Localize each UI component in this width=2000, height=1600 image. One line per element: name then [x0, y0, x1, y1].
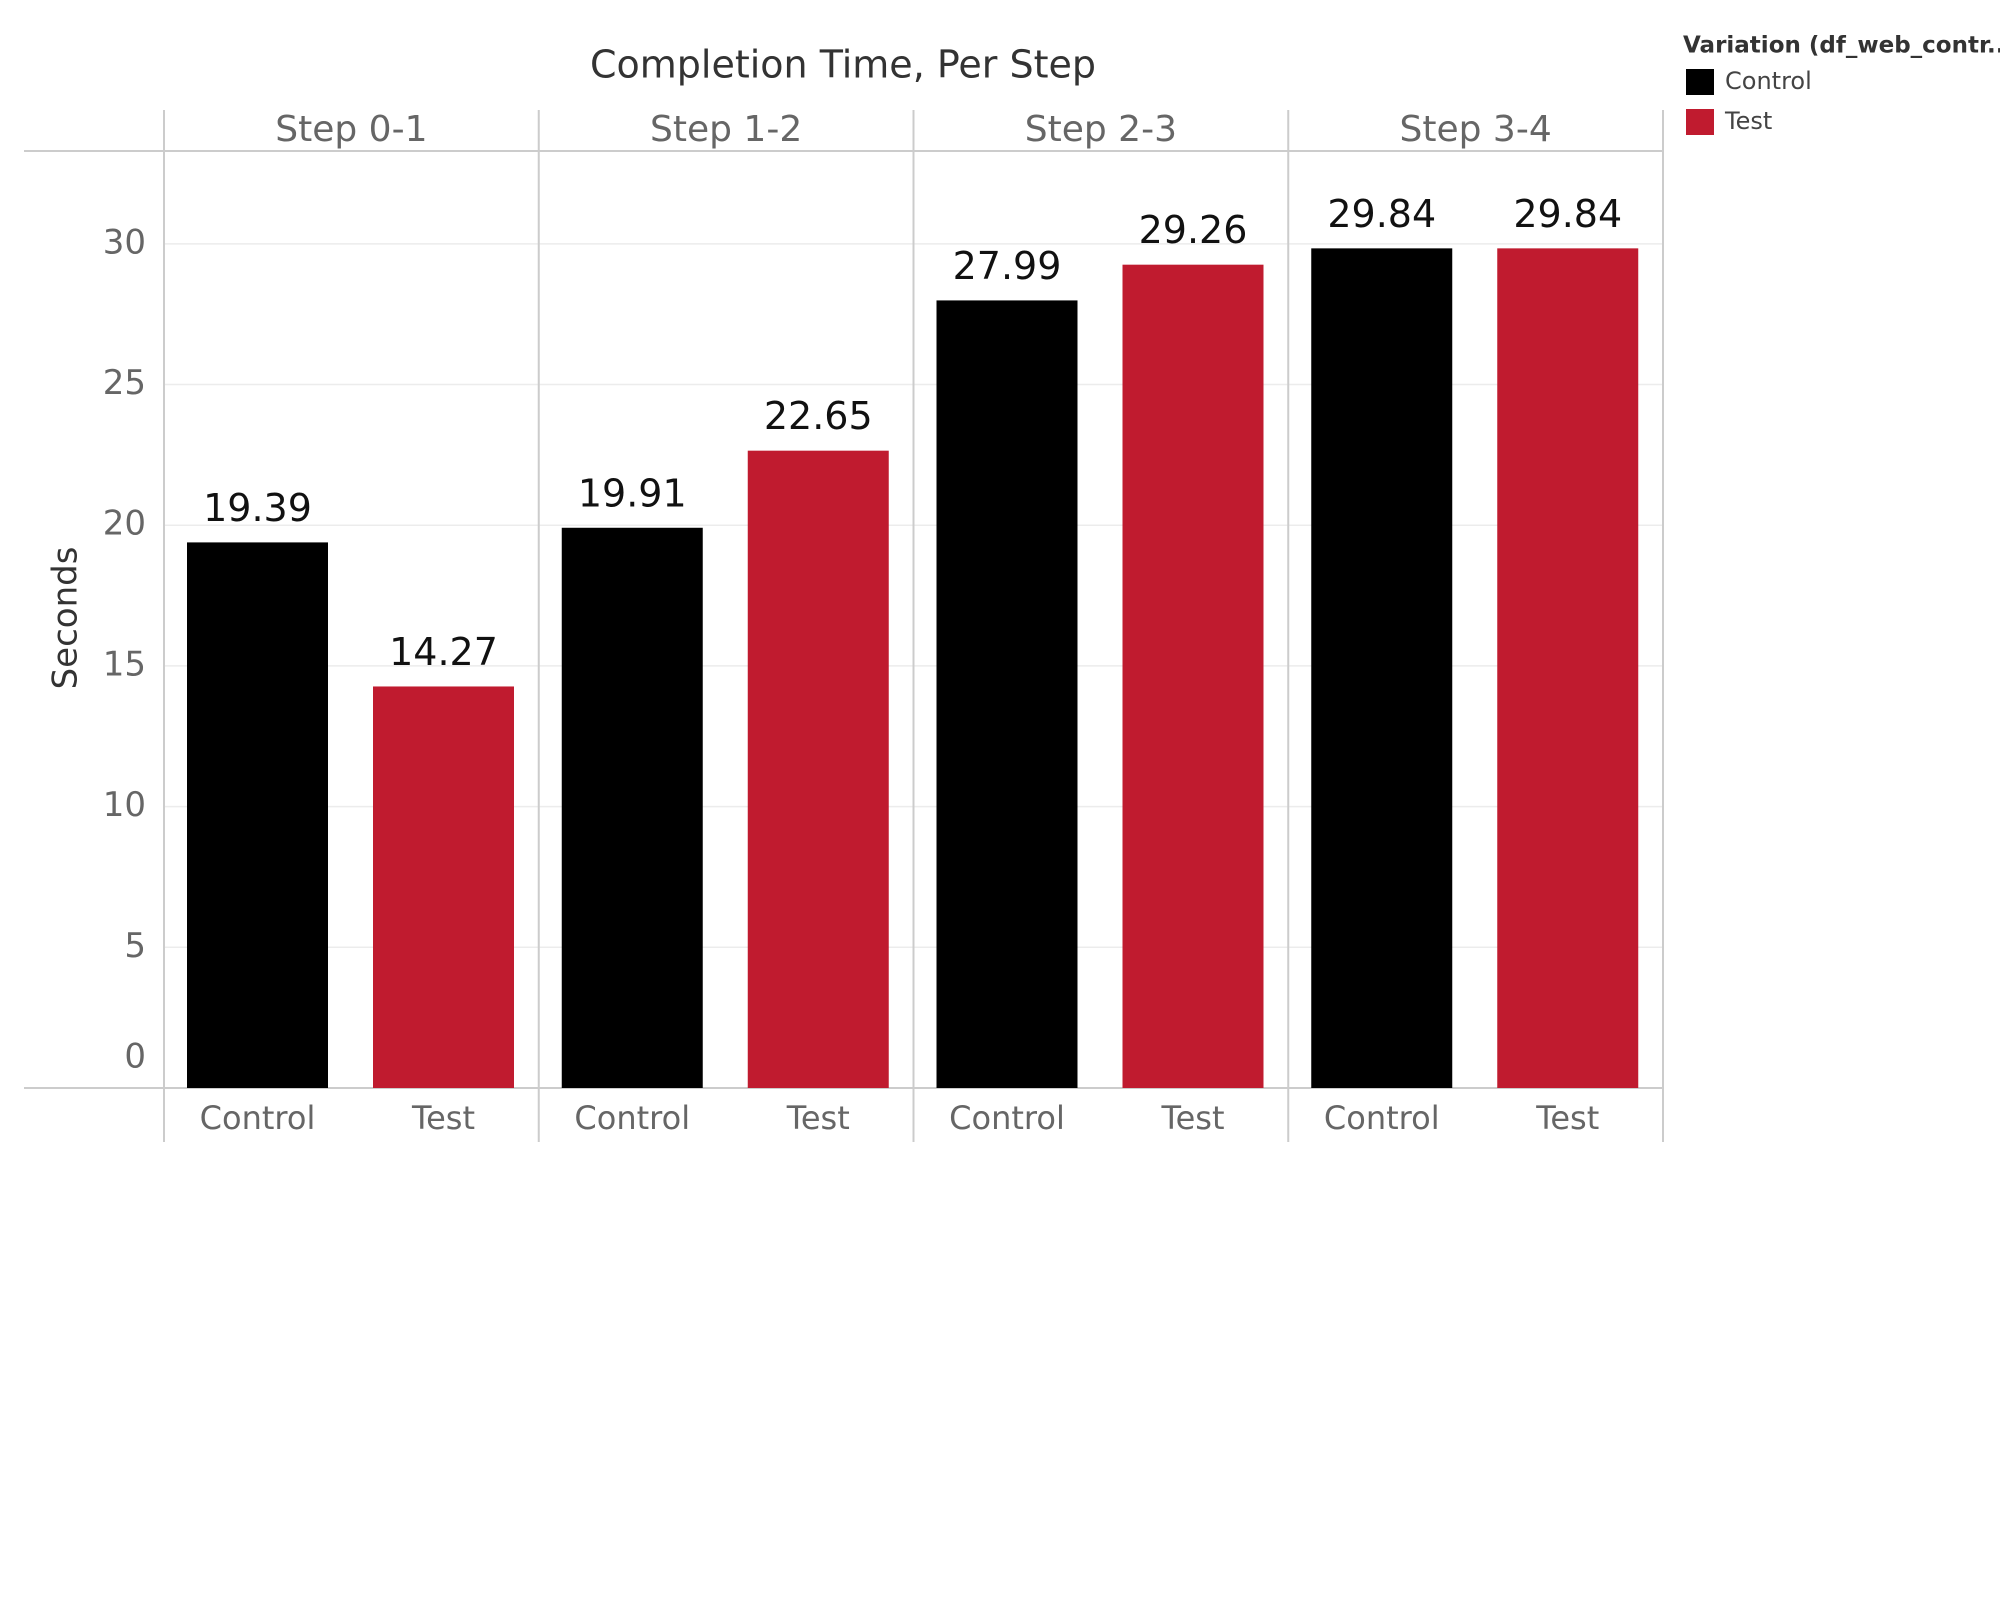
- bar: [1497, 248, 1639, 1088]
- legend-swatch: [1686, 69, 1714, 95]
- bar: [1122, 264, 1264, 1088]
- legend-label: Test: [1724, 107, 1772, 135]
- y-tick-label: 5: [124, 926, 146, 966]
- value-label: 29.84: [1327, 192, 1436, 236]
- y-tick-label: 25: [103, 363, 146, 403]
- value-label: 27.99: [953, 244, 1062, 288]
- bar: [1311, 248, 1453, 1088]
- pane-header: Step 2-3: [1025, 109, 1177, 150]
- x-tick-label: Control: [1324, 1099, 1440, 1137]
- value-label: 19.91: [578, 471, 687, 515]
- y-tick-label: 0: [124, 1037, 146, 1077]
- x-tick-label: Control: [949, 1099, 1065, 1137]
- y-axis-label: Seconds: [46, 547, 86, 690]
- bar: [936, 300, 1078, 1088]
- x-tick-label: Test: [1535, 1099, 1599, 1137]
- bar: [187, 542, 328, 1088]
- x-tick-label: Control: [574, 1099, 690, 1137]
- bar: [561, 527, 703, 1088]
- pane-header: Step 0-1: [275, 109, 427, 150]
- legend-title: Variation (df_web_contr..: [1683, 33, 2000, 59]
- legend-label: Control: [1725, 67, 1812, 95]
- pane-header: Step 1-2: [650, 109, 802, 150]
- x-tick-label: Test: [411, 1099, 475, 1137]
- value-label: 14.27: [389, 630, 498, 674]
- bar: [747, 450, 889, 1089]
- pane-header: Step 3-4: [1400, 109, 1552, 150]
- value-label: 19.39: [203, 486, 312, 530]
- y-tick-label: 10: [103, 785, 146, 825]
- legend-swatch: [1686, 109, 1714, 135]
- bar: [373, 686, 514, 1088]
- x-tick-label: Control: [200, 1099, 316, 1137]
- chart-title: Completion Time, Per Step: [590, 43, 1096, 87]
- value-label: 29.84: [1513, 192, 1622, 236]
- y-tick-label: 30: [103, 222, 146, 262]
- value-label: 22.65: [764, 394, 873, 438]
- y-tick-label: 20: [103, 504, 146, 544]
- x-tick-label: Test: [786, 1099, 850, 1137]
- y-tick-label: 15: [103, 644, 146, 684]
- x-tick-label: Test: [1160, 1099, 1224, 1137]
- value-label: 29.26: [1139, 208, 1248, 252]
